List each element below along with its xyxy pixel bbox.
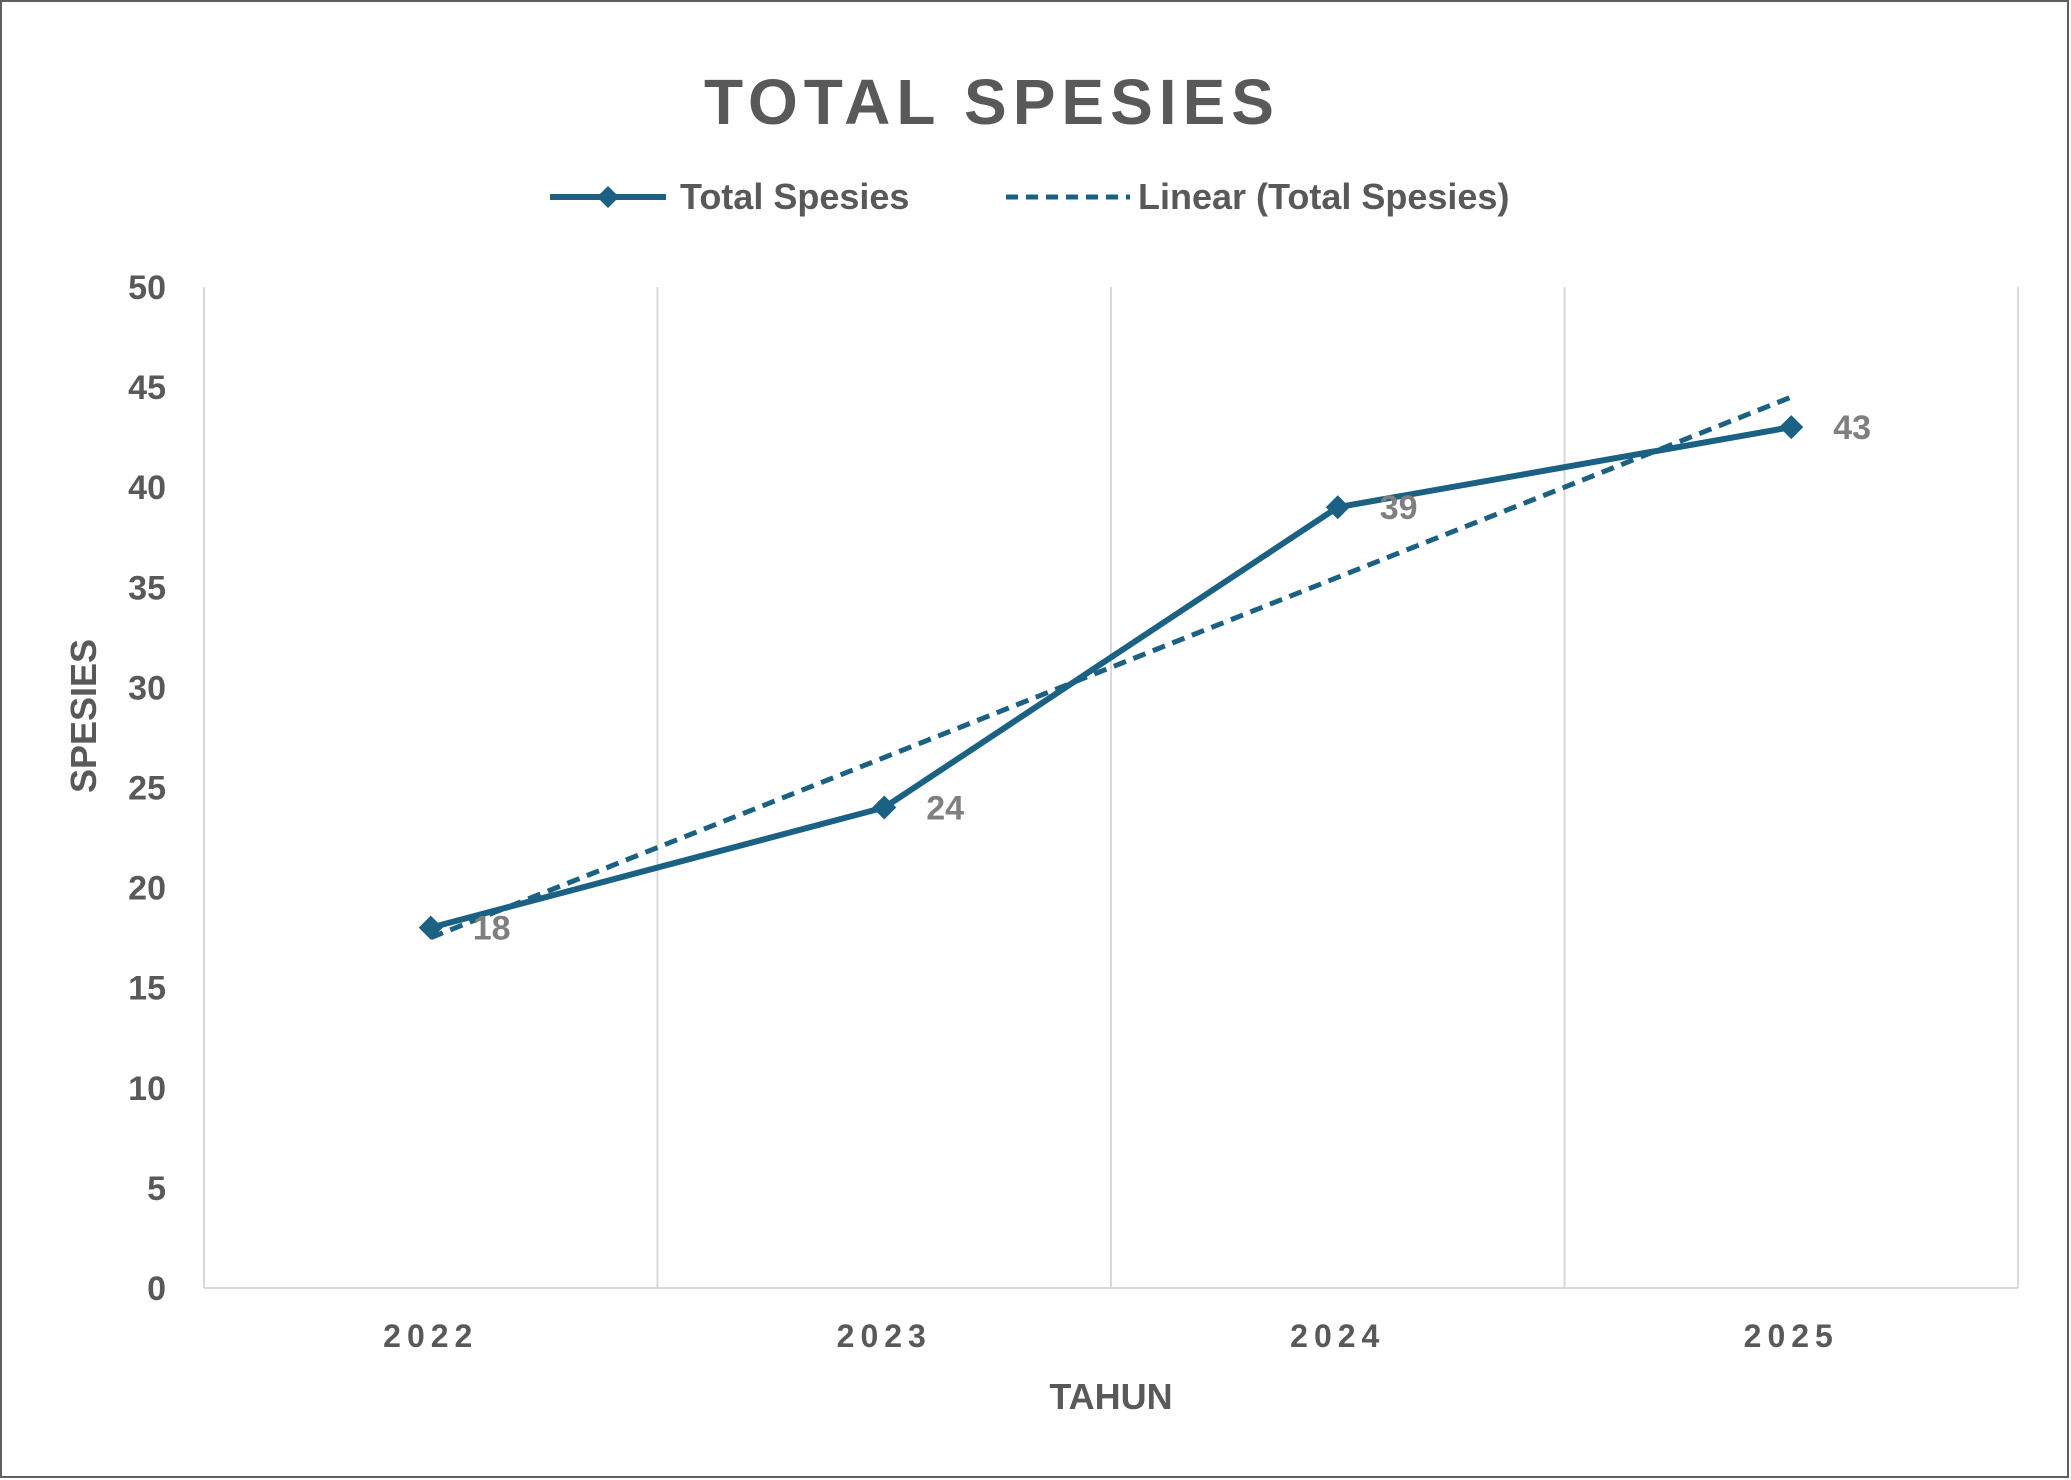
data-label: 43	[1833, 409, 1871, 447]
y-tick-label: 20	[128, 870, 166, 908]
y-tick-label: 50	[128, 269, 166, 307]
legend-item-linear-trend: Linear (Total Spesies)	[1006, 176, 1509, 217]
y-axis-ticks: 0 5 10 15 20 25 30 35 40 45 50	[128, 269, 166, 1308]
y-tick-label: 30	[128, 669, 166, 707]
x-tick-label: 2022	[383, 1318, 478, 1354]
y-tick-label: 25	[128, 770, 166, 808]
x-tick-label: 2024	[1290, 1318, 1385, 1354]
chart-title: TOTAL SPESIES	[704, 66, 1280, 138]
data-labels-layer: 18 24 39 43	[473, 409, 1871, 948]
y-axis-title: SPESIES	[63, 639, 104, 793]
data-label: 24	[926, 790, 964, 828]
markers-layer	[418, 415, 1804, 940]
y-tick-label: 35	[128, 569, 166, 607]
legend-item-total-spesies: Total Spesies	[550, 176, 909, 217]
x-tick-label: 2023	[837, 1318, 932, 1354]
data-point-marker	[1779, 415, 1804, 440]
data-label: 18	[473, 910, 511, 948]
legend-label-linear-trend: Linear (Total Spesies)	[1138, 176, 1509, 217]
data-point-marker	[1325, 495, 1350, 520]
data-label: 39	[1380, 489, 1418, 527]
y-tick-label: 45	[128, 369, 166, 407]
y-tick-label: 15	[128, 970, 166, 1008]
y-tick-label: 10	[128, 1070, 166, 1108]
legend: Total Spesies Linear (Total Spesies)	[550, 176, 1509, 217]
gridlines	[203, 287, 2019, 1289]
trendline-layer	[429, 394, 1793, 940]
data-point-marker	[872, 795, 897, 820]
x-axis-title: TAHUN	[1049, 1376, 1172, 1417]
trendline-linear	[429, 394, 1793, 940]
x-tick-label: 2025	[1744, 1318, 1839, 1354]
y-tick-label: 40	[128, 469, 166, 507]
data-point-marker	[418, 915, 443, 940]
legend-label-total-spesies: Total Spesies	[680, 176, 909, 217]
y-tick-label: 0	[147, 1270, 166, 1308]
y-tick-label: 5	[147, 1170, 166, 1208]
series-layer	[429, 424, 1792, 931]
series-line-total-spesies	[429, 424, 1792, 931]
x-axis-ticks: 2022 2023 2024 2025	[383, 1318, 1839, 1354]
legend-diamond-marker-icon	[597, 186, 619, 208]
